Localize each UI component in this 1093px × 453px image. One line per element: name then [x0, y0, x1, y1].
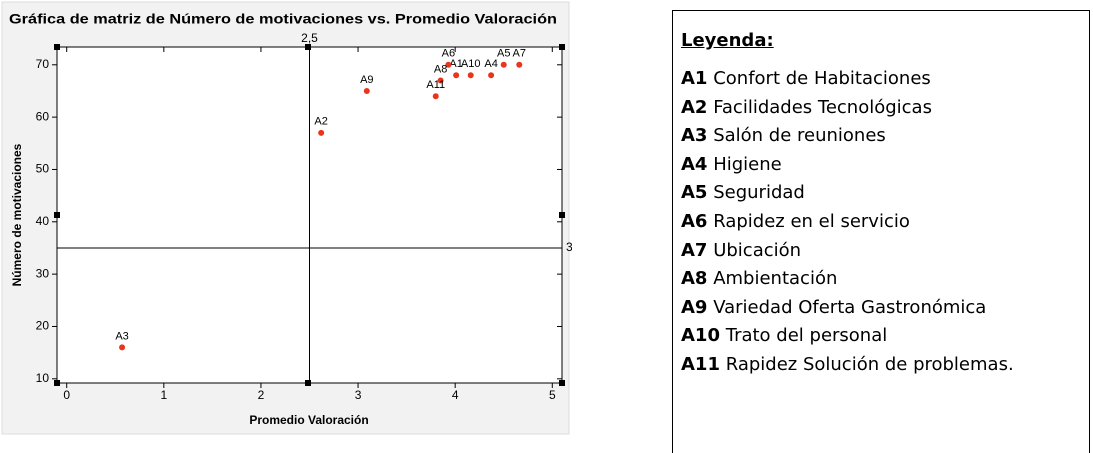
data-point [453, 72, 460, 79]
legend-item: A8 Ambientación [681, 265, 1089, 294]
data-point [119, 344, 126, 351]
legend-item: A11 Rapidez Solución de problemas. [681, 351, 1089, 380]
legend-text: Rapidez Solución de problemas. [725, 353, 1014, 375]
data-point [488, 72, 495, 79]
x-tick-label: 3 [355, 388, 362, 402]
legend-text: Facilidades Tecnológicas [713, 96, 932, 118]
legend-code: A6 [681, 210, 708, 232]
x-tick-label: 0 [63, 388, 70, 402]
legend-code: A7 [681, 239, 708, 261]
legend-item: A5 Seguridad [681, 179, 1089, 208]
legend-item: A9 Variedad Oferta Gastronómica [681, 294, 1089, 323]
point-label: A10 [461, 58, 481, 70]
legend-item: A3 Salón de reuniones [681, 122, 1089, 151]
point-label: A8 [434, 63, 447, 75]
chart-title: Gráfica de matriz de Número de motivacio… [9, 11, 557, 27]
y-tick-label: 30 [36, 266, 50, 280]
legend-title: Leyenda: [681, 30, 774, 51]
y-tick-label: 10 [36, 371, 50, 385]
legend-text: Rapidez en el servicio [713, 210, 910, 232]
legend-code: A3 [681, 125, 708, 147]
legend-code: A2 [681, 96, 708, 118]
y-tick-label: 50 [36, 162, 50, 176]
y-tick-label: 20 [36, 319, 50, 333]
y-tick-label: 70 [36, 57, 50, 71]
legend-code: A9 [681, 296, 708, 318]
legend-text: Variedad Oferta Gastronómica [713, 296, 987, 318]
frame-markers [54, 44, 565, 386]
point-label: A2 [314, 116, 327, 128]
x-tick-label: 2 [258, 388, 265, 402]
reference-label-y: 35 [566, 240, 572, 254]
x-tick-label: 1 [160, 388, 167, 402]
legend-text: Ubicación [713, 239, 802, 261]
legend-text: Ambientación [713, 268, 838, 290]
x-tick-label: 5 [549, 388, 556, 402]
x-tick-label: 4 [452, 388, 459, 402]
legend-code: A4 [681, 153, 708, 175]
point-label: A1 [449, 58, 462, 70]
reference-label-x: 2,5 [301, 31, 318, 45]
point-label: A7 [513, 48, 526, 60]
data-point [363, 87, 370, 94]
legend-text: Trato del personal [725, 325, 888, 347]
data-point [445, 61, 452, 68]
chart: Gráfica de matriz de Número de motivacio… [1, 1, 572, 435]
legend-item: A4 Higiene [681, 151, 1089, 180]
point-label: A6 [442, 48, 455, 60]
legend-item: A6 Rapidez en el servicio [681, 208, 1089, 237]
legend-code: A8 [681, 268, 708, 290]
data-point [318, 129, 325, 136]
data-point [500, 61, 507, 68]
y-tick-label: 40 [36, 214, 50, 228]
point-label: A9 [360, 74, 373, 86]
legend-code: A10 [681, 325, 720, 347]
legend-item: A2 Facilidades Tecnológicas [681, 94, 1089, 123]
legend-item: A10 Trato del personal [681, 322, 1089, 351]
x-axis-label: Promedio Valoración [249, 413, 368, 427]
data-point [437, 77, 444, 84]
y-axis-label: Número de motivaciones [10, 143, 24, 286]
legend-item: A1 Confort de Habitaciones [681, 65, 1089, 94]
point-label: A3 [115, 330, 128, 342]
legend-code: A5 [681, 182, 708, 204]
legend-box: Leyenda: A1 Confort de Habitaciones A2 Fa… [672, 10, 1090, 453]
point-label: A5 [497, 48, 510, 60]
data-point [516, 61, 523, 68]
data-point [432, 93, 439, 100]
point-label: A4 [484, 58, 497, 70]
legend-text: Higiene [713, 153, 782, 175]
point-label: A11 [426, 79, 445, 91]
legend-text: Confort de Habitaciones [713, 68, 931, 89]
y-tick-label: 60 [36, 109, 50, 123]
legend-text: Seguridad [713, 182, 805, 204]
legend-item: A7 Ubicación [681, 237, 1089, 266]
legend-code: A1 [681, 68, 708, 89]
legend-code: A11 [681, 353, 720, 375]
legend-text: Salón de reuniones [713, 125, 886, 147]
data-point [467, 72, 474, 79]
